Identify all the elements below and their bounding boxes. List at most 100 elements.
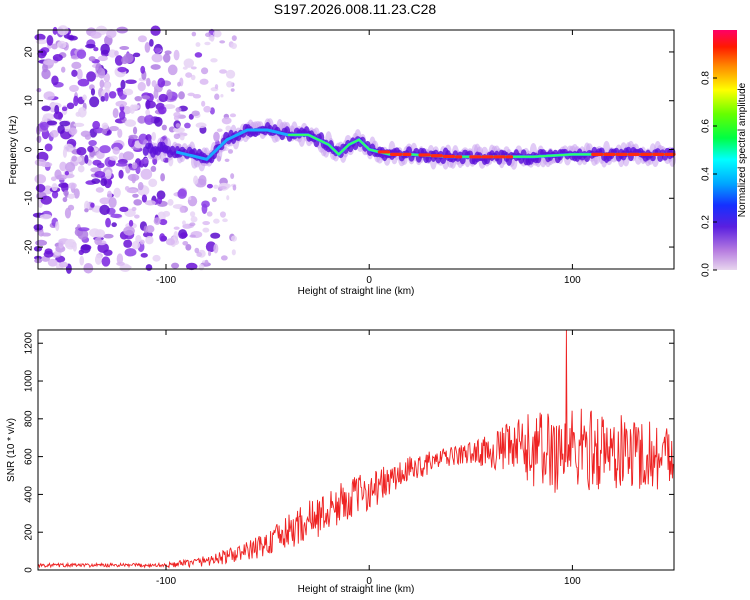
spectrogram-noise-blob: [59, 161, 67, 172]
spectrogram-noise-blob: [43, 91, 55, 101]
spectrogram-noise-blob: [180, 232, 188, 238]
spectrogram-x-tick-label: 100: [564, 275, 581, 286]
spectrogram-y-tick-label: 20: [24, 46, 35, 58]
spectrogram-noise-blob: [36, 135, 42, 143]
spectrogram-noise-blob: [108, 197, 117, 208]
spectrogram-noise-blob: [188, 196, 192, 201]
spectrogram-noise-blob: [78, 249, 84, 255]
spectrogram-noise-blob: [204, 41, 211, 46]
spectrogram-noise-blob: [154, 116, 163, 127]
spectrogram-noise-blob: [211, 196, 217, 203]
spectrogram-noise-blob: [222, 218, 228, 223]
spectrogram-noise-blob: [99, 145, 111, 154]
spectrogram-noise-blob: [103, 249, 113, 256]
spectrogram-noise-blob: [185, 72, 193, 78]
spectrogram-noise-blob: [59, 120, 71, 127]
spectrogram-noise-blob: [151, 131, 157, 141]
spectrogram-noise-blob: [51, 183, 58, 192]
spectrogram-noise-blob: [94, 254, 102, 265]
spectrogram-noise-blob: [131, 162, 138, 170]
spectrogram-noise-blob: [187, 92, 195, 97]
spectrogram-noise-blob: [210, 58, 218, 63]
spectrogram-noise-blob: [131, 206, 137, 212]
spectrogram-noise-blob: [50, 176, 57, 182]
spectrogram-noise-blob: [39, 213, 52, 220]
spectrogram-noise-blob: [53, 111, 64, 120]
spectrogram-noise-blob: [40, 195, 52, 205]
spectrogram-noise-blob: [178, 91, 185, 100]
spectrogram-noise-blob: [127, 173, 140, 182]
spectrogram-noise-blob: [115, 100, 128, 107]
spectrogram-noise-blob: [124, 248, 137, 257]
colorbar-label: Normalized spectral amplitude: [737, 82, 748, 217]
spectrogram-noise-blob: [196, 251, 202, 257]
spectrogram-noise-blob: [112, 107, 119, 119]
spectrogram-noise-blob: [148, 178, 158, 188]
spectrogram-noise-blob: [122, 151, 134, 161]
spectrogram-noise-blob: [157, 195, 163, 205]
spectrogram-noise-blob: [61, 106, 68, 112]
spectrogram-noise-blob: [121, 56, 129, 65]
spectrogram-noise-blob: [66, 102, 75, 110]
spectrogram-noise-blob: [108, 125, 119, 132]
spectrogram-noise-blob: [216, 128, 223, 133]
spectrogram-noise-blob: [173, 226, 180, 230]
spectrogram-noise-blob: [141, 95, 151, 100]
spectrogram-noise-blob: [51, 75, 59, 86]
spectrogram-noise-blob: [185, 262, 198, 271]
spectrogram-noise-blob: [220, 255, 228, 261]
spectrogram-noise-blob: [34, 174, 47, 184]
spectrogram-noise-blob: [123, 239, 133, 248]
spectrogram-noise-blob: [175, 107, 182, 113]
spectrogram-noise-blob: [214, 93, 220, 100]
spectrogram-y-tick-label: 10: [24, 95, 35, 107]
snr-x-tick-label: 100: [564, 576, 581, 587]
spectrogram-noise-blob: [106, 190, 113, 199]
spectrogram-noise-blob: [219, 69, 228, 74]
spectrogram-noise-blob: [34, 158, 47, 167]
spectrogram-noise-blob: [105, 217, 111, 228]
spectrogram-noise-blob: [95, 63, 102, 74]
spectrogram-noise-blob: [173, 127, 185, 133]
spectrogram-noise-blob: [97, 55, 108, 62]
spectrogram-noise-blob: [132, 126, 138, 135]
snr-y-tick-label: 400: [24, 486, 35, 503]
spectrogram-noise-blob: [84, 134, 92, 140]
spectrogram-noise-blob: [219, 211, 226, 218]
spectrogram-noise-blob: [183, 58, 195, 68]
spectrogram-noise-blob: [145, 235, 154, 245]
spectrogram-noise-blob: [152, 254, 161, 262]
colorbar-tick-label: 0.6: [701, 119, 712, 133]
spectrogram-y-tick-label: -20: [24, 239, 35, 254]
spectrogram-noise-blob: [137, 35, 147, 43]
spectrogram-noise-blob: [35, 39, 48, 45]
spectrogram-noise-blob: [141, 194, 148, 203]
spectrogram-noise-blob: [201, 200, 210, 208]
spectrogram-noise-blob: [190, 216, 198, 223]
spectrogram-noise-blob: [87, 145, 94, 153]
spectrogram-noise-blob: [95, 187, 104, 193]
spectrogram-noise-blob: [101, 256, 111, 267]
snr-y-label: SNR (10 * v/v): [6, 418, 17, 482]
spectrogram-noise-blob: [104, 169, 112, 180]
spectrogram-noise-blob: [182, 66, 188, 70]
spectrogram-noise-blob: [158, 93, 168, 103]
spectrogram-noise-blob: [151, 53, 163, 63]
spectrogram-noise-blob: [47, 258, 58, 267]
spectrogram-noise-blob: [79, 255, 85, 266]
spectrogram-noise-blob: [62, 196, 68, 203]
colorbar-ticks: 0.0 0.2 0.4 0.6 0.8: [701, 71, 717, 277]
spectrogram-noise-blob: [46, 120, 58, 126]
spectrogram-noise-blob: [34, 33, 46, 41]
spectrogram-noise-blob: [220, 93, 224, 98]
spectrogram-noise-blob: [204, 259, 209, 265]
spectrogram-noise-blob: [55, 221, 60, 232]
spectrogram-noise-blob: [84, 208, 89, 213]
spectrogram-noise-blob: [104, 92, 109, 102]
spectrogram-noise-blob: [68, 127, 78, 136]
spectrogram-noise-blob: [159, 233, 166, 242]
spectrogram-noise-blob: [129, 104, 136, 114]
spectrogram-noise-blob: [89, 96, 100, 108]
spectrogram-noise-blob: [91, 178, 101, 184]
